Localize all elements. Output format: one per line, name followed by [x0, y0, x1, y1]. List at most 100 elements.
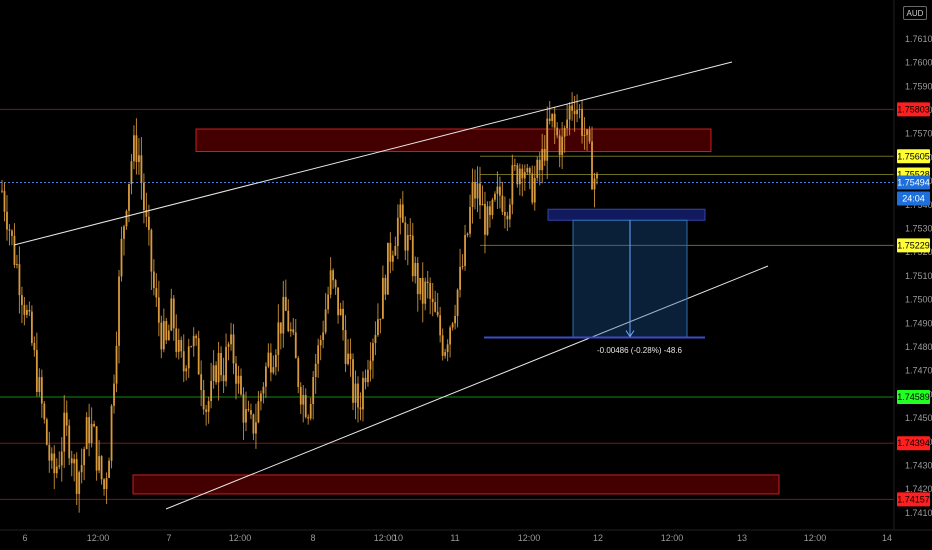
candle-body	[586, 129, 588, 135]
candle-body	[108, 460, 110, 479]
candle-body	[264, 366, 267, 387]
candle-body	[18, 264, 21, 296]
measurement-tool[interactable]	[484, 208, 706, 339]
time-tick-label: 12	[593, 533, 603, 543]
candle-body	[247, 409, 250, 411]
price-badge-0	[897, 102, 930, 117]
candle-body	[494, 193, 496, 200]
candle-body	[115, 345, 118, 384]
candle-body	[339, 308, 342, 316]
time-tick-label: 12:00	[661, 533, 684, 543]
candle-body	[297, 358, 300, 388]
candle-body	[396, 217, 399, 247]
candle-body	[185, 368, 188, 372]
price-tick-label: 1.75000	[905, 295, 932, 305]
price-tick-label: 1.74800	[905, 342, 932, 352]
candle-body	[70, 458, 73, 464]
measurement-label: -0.00486 (-0.28%) -48.6	[597, 346, 682, 355]
candle-body	[429, 283, 432, 299]
candle-body	[476, 183, 479, 199]
price-tick-label: 1.75700	[905, 129, 932, 139]
candle-body	[434, 302, 437, 312]
candle-body	[489, 206, 491, 216]
candle-body	[319, 340, 322, 346]
candle-body	[513, 165, 516, 167]
candle-body	[140, 155, 143, 183]
candle-body	[516, 165, 519, 185]
candle-body	[327, 294, 330, 310]
candle-body	[113, 383, 115, 406]
candle-body	[334, 280, 337, 288]
channel-trendlines[interactable]	[13, 61, 769, 510]
candle-body	[85, 417, 88, 449]
price-tick-label: 1.74700	[905, 366, 932, 376]
candle-body	[409, 235, 412, 237]
candle-body	[347, 353, 349, 364]
currency-button[interactable]: AUD	[903, 6, 927, 20]
candle-body	[394, 246, 397, 256]
price-tick-label: 1.76100	[905, 34, 932, 44]
candle-body	[277, 322, 280, 355]
candle-body	[556, 127, 559, 136]
candle-body	[120, 238, 123, 277]
candle-body	[257, 401, 260, 423]
candle-body	[364, 377, 367, 383]
candle-body	[172, 298, 175, 329]
candle-body	[451, 323, 454, 328]
candle-body	[484, 203, 486, 235]
candle-body	[314, 363, 317, 378]
candle-body	[506, 215, 509, 220]
candle-body	[147, 216, 150, 230]
candle-body	[426, 281, 429, 284]
candle-body	[411, 235, 414, 277]
countdown-label: 24:04	[902, 194, 925, 204]
candle-body	[197, 338, 200, 375]
candle-body	[593, 178, 596, 190]
candle-body	[521, 168, 524, 179]
candle-body	[461, 266, 464, 268]
candle-body	[324, 309, 327, 333]
candle-body	[274, 354, 277, 368]
candle-body	[317, 345, 320, 364]
candle-body	[73, 459, 76, 464]
price-badge-7	[897, 492, 930, 507]
candle-body	[294, 332, 297, 359]
upper-trendline	[13, 61, 733, 246]
candles	[1, 92, 598, 513]
candle-body	[284, 296, 287, 311]
candle-body	[165, 321, 168, 341]
time-tick-label: 12:00	[804, 533, 827, 543]
candle-body	[533, 177, 536, 203]
candle-body	[439, 315, 442, 336]
candle-body	[404, 222, 407, 251]
candle-body	[496, 186, 499, 194]
candle-body	[312, 377, 315, 404]
demand-zone	[132, 474, 780, 495]
price-badge-label-2: 1.75528	[897, 170, 930, 180]
candle-body	[53, 453, 56, 474]
candle-body	[23, 304, 26, 315]
candle-body	[157, 297, 160, 323]
candle-body	[40, 377, 43, 404]
candle-body	[48, 444, 51, 461]
candle-body	[372, 343, 374, 361]
candle-body	[43, 403, 46, 420]
candle-body	[150, 229, 153, 272]
candle-body	[227, 344, 230, 347]
candle-body	[332, 270, 335, 281]
candle-body	[573, 110, 576, 115]
candle-body	[548, 118, 551, 121]
candle-body	[344, 330, 347, 364]
candle-body	[302, 395, 305, 405]
price-badge-label-5: 1.74589	[897, 392, 930, 402]
lower-trendline	[165, 265, 769, 510]
candle-body	[459, 266, 461, 290]
price-tick-label: 1.74300	[905, 460, 932, 470]
candle-body	[591, 141, 593, 190]
candle-body	[83, 448, 86, 466]
candle-body	[88, 417, 91, 444]
time-tick-label: 12:00	[229, 533, 252, 543]
candle-body	[103, 479, 105, 490]
